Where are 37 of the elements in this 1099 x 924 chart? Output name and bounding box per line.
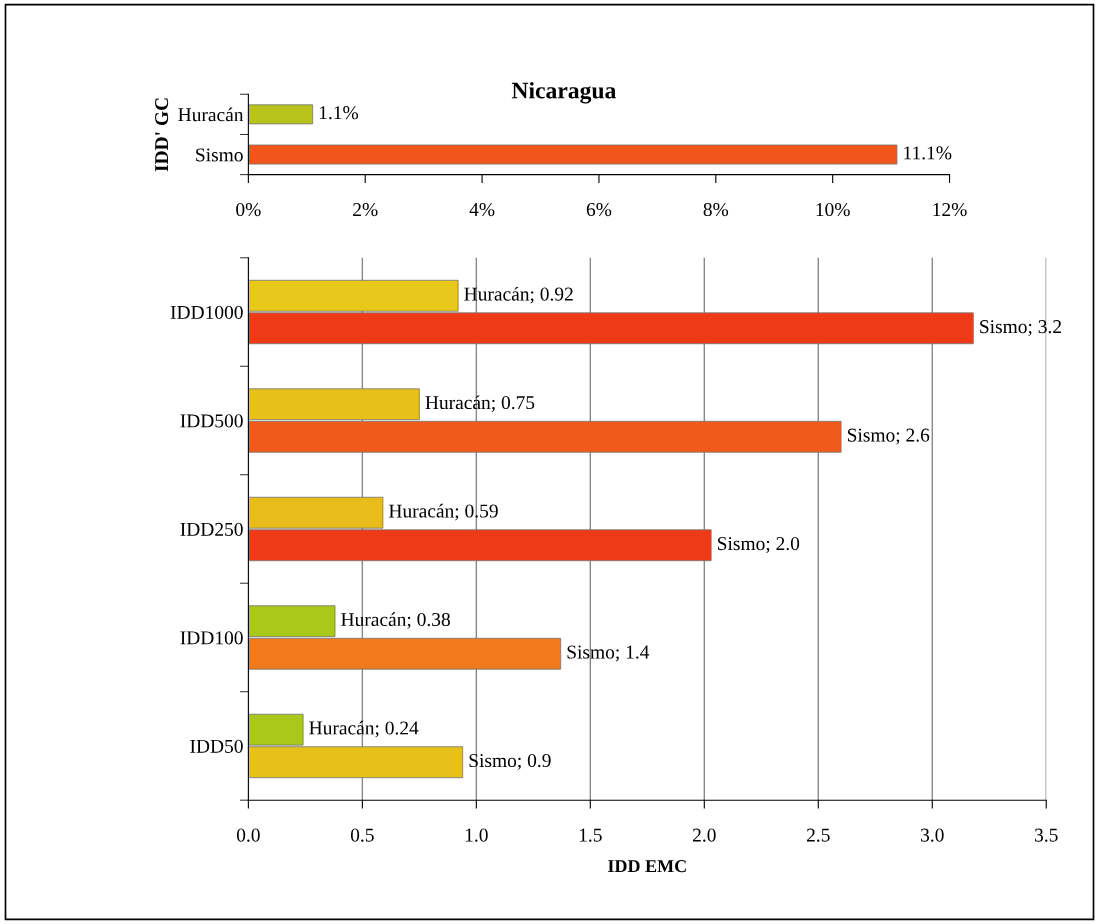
y-tick-label: Sismo [196, 148, 243, 162]
x-tick-label: 4% [469, 202, 495, 217]
data-label: Huracán; 0.38 [341, 612, 450, 629]
y-axis-title: IDD' GC [155, 98, 169, 172]
x-tick-label: 2% [353, 202, 378, 217]
data-label: Sismo; 3.2 [980, 320, 1061, 336]
x-tick-label: 3.5 [1035, 828, 1058, 842]
data-label: Sismo; 2.6 [847, 428, 930, 445]
chart-title: Nicaragua [511, 81, 616, 104]
data-label: Huracán; 0.59 [388, 503, 498, 521]
y-tick-label: IDD500 [180, 414, 243, 428]
x-tick-label: 6% [586, 202, 612, 217]
y-tick-label: IDD50 [190, 739, 243, 753]
data-label: Sismo; 1.4 [567, 645, 650, 662]
x-tick-label: 10% [816, 202, 850, 217]
y-tick-label: IDD1000 [170, 305, 243, 319]
x-tick-label: 1.0 [465, 828, 488, 842]
x-tick-label: 12% [933, 202, 967, 217]
data-label: Sismo; 2.0 [718, 537, 800, 553]
data-label: 11.1% [904, 146, 952, 160]
x-tick-label: 0.5 [350, 828, 374, 842]
y-tick-label: IDD100 [180, 631, 243, 645]
x-axis-title: IDD EMC [608, 860, 686, 873]
data-label: Sismo; 0.9 [469, 753, 551, 770]
x-tick-label: 2.5 [806, 828, 830, 842]
data-label: Huracán; 0.92 [464, 286, 573, 304]
x-tick-label: 3.0 [921, 828, 944, 842]
y-tick-label: IDD250 [180, 522, 243, 536]
x-tick-label: 0% [236, 202, 261, 217]
y-tick-label: Huracán [178, 107, 244, 122]
x-tick-label: 8% [703, 202, 729, 217]
x-tick-label: 0.0 [236, 828, 260, 842]
data-label: 1.1% [319, 106, 359, 120]
data-label: Huracán; 0.24 [309, 720, 419, 738]
x-tick-label: 2.0 [693, 828, 716, 842]
x-tick-label: 1.5 [579, 828, 602, 842]
data-label: Huracán; 0.75 [425, 395, 535, 412]
